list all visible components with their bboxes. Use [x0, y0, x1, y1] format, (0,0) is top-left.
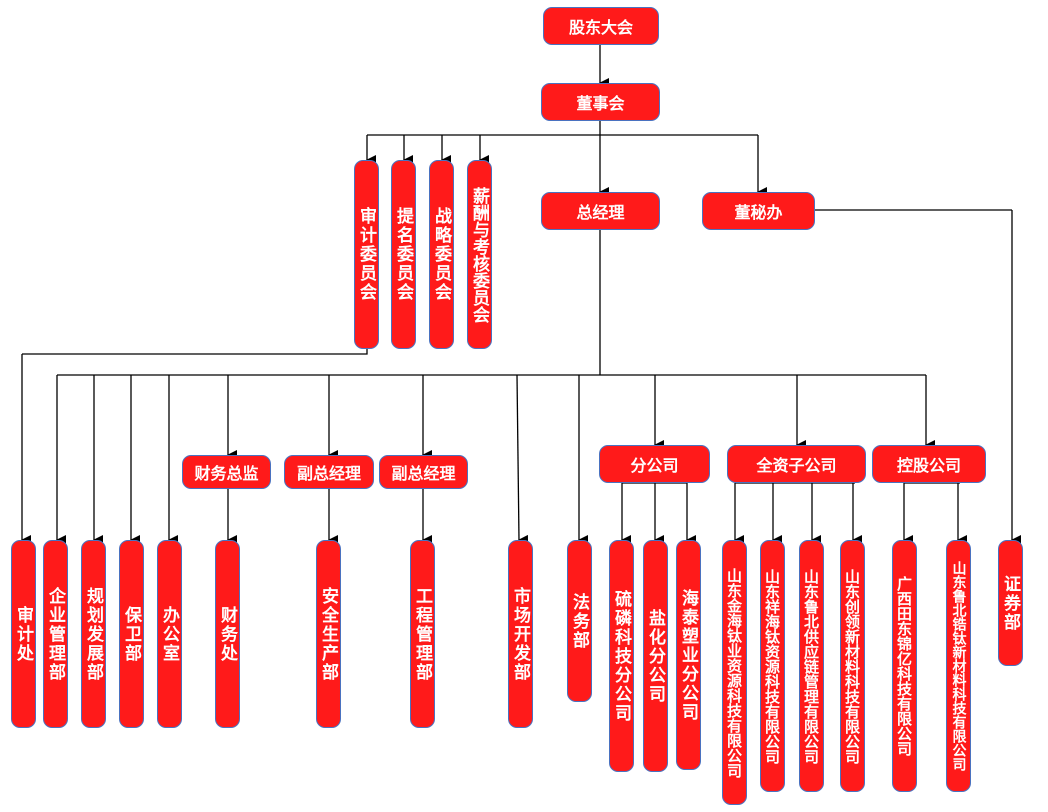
node-legal: 法务部 — [567, 540, 592, 702]
node-subsidiary-2: 山东祥海钛资源科技有限公司 — [760, 540, 785, 792]
node-office: 办公室 — [157, 540, 182, 728]
node-audit-dept: 审计处 — [11, 540, 36, 728]
node-branch-1: 硫磷科技分公司 — [609, 540, 634, 772]
node-board: 董事会 — [541, 83, 660, 121]
node-branch-3: 海泰塑业分公司 — [676, 540, 701, 770]
node-holding-companies: 控股公司 — [872, 445, 986, 483]
node-deputy-gm-1: 副总经理 — [284, 455, 374, 489]
node-nomination-committee: 提名委员会 — [391, 160, 416, 349]
node-holding-1: 广西田东锦亿科技有限公司 — [892, 540, 917, 792]
node-deputy-gm-2: 副总经理 — [379, 455, 468, 489]
node-cfo: 财务总监 — [182, 455, 271, 489]
node-enterprise-management: 企业管理部 — [43, 540, 68, 728]
node-strategy-committee: 战略委员会 — [429, 160, 454, 349]
node-securities: 证券部 — [998, 540, 1023, 666]
node-engineering: 工程管理部 — [410, 540, 435, 728]
node-holding-2: 山东鲁北锆钛新材料科技有限公司 — [946, 540, 971, 792]
node-subsidiary-3: 山东鲁北供应链管理有限公司 — [799, 540, 824, 792]
node-wholly-owned-subsidiaries: 全资子公司 — [727, 445, 866, 483]
node-finance: 财务处 — [215, 540, 240, 728]
node-board-secretary-office: 董秘办 — [702, 192, 815, 230]
node-branch-2: 盐化分公司 — [643, 540, 668, 772]
node-safety-production: 安全生产部 — [316, 540, 341, 728]
node-planning-development: 规划发展部 — [81, 540, 106, 728]
node-compensation-committee: 薪酬与考核委员会 — [467, 160, 492, 349]
node-subsidiary-4: 山东创领新材料科技有限公司 — [840, 540, 865, 792]
node-subsidiary-1: 山东金海钛业资源科技有限公司 — [722, 540, 747, 805]
node-marketing: 市场开发部 — [508, 540, 533, 728]
node-audit-committee: 审计委员会 — [354, 160, 379, 349]
node-general-manager: 总经理 — [541, 192, 660, 230]
node-branches: 分公司 — [599, 445, 710, 483]
node-shareholders-meeting: 股东大会 — [543, 7, 659, 45]
node-security: 保卫部 — [119, 540, 144, 728]
